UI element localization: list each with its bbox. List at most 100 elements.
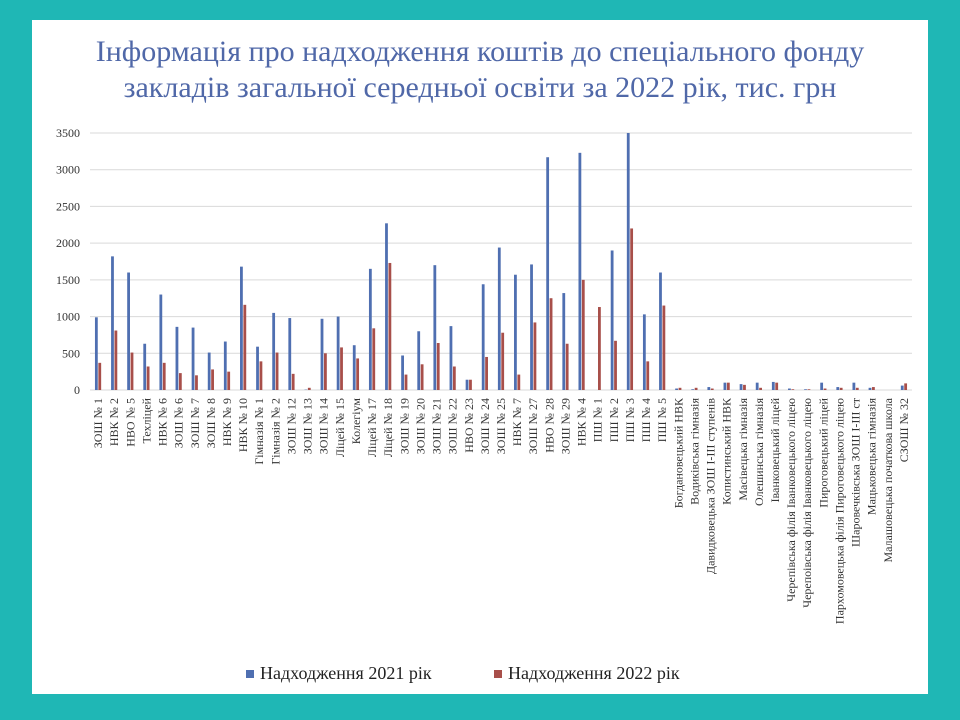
x-category-label: НВК № 10 <box>236 398 250 452</box>
bar-2021 <box>739 384 743 390</box>
bar-2021 <box>626 133 630 390</box>
x-category-label: НВК № 4 <box>575 398 589 446</box>
chart-bars <box>94 133 908 390</box>
bar-2021 <box>433 265 437 390</box>
bar-2022 <box>130 352 134 390</box>
bar-2021 <box>207 352 211 390</box>
x-category-label: ЗОШ № 13 <box>301 398 315 454</box>
x-category-label: ЗОШ № 22 <box>446 398 460 454</box>
bar-2021 <box>771 381 775 390</box>
bar-2022 <box>565 343 569 390</box>
x-category-label: Шаровечківська ЗОШ І-ІІІ ст <box>849 397 863 547</box>
x-category-label: Техліцей <box>139 397 153 443</box>
x-category-label: Пархомовецька філія Пироговецького ліцею <box>832 398 846 624</box>
bar-2021 <box>723 382 727 390</box>
y-axis-tick-labels: 0 500 1000 1500 2000 2500 3000 3500 <box>56 126 80 397</box>
bar-2022 <box>614 340 617 390</box>
bar-2021 <box>159 294 163 390</box>
y-tick-label: 3000 <box>56 163 80 177</box>
legend-label: Надходження 2021 рік <box>260 663 432 683</box>
bar-2021 <box>788 388 791 390</box>
x-category-label: Давидковецька ЗОШ І-ІІІ ступенів <box>704 398 718 574</box>
bar-2021 <box>111 256 114 390</box>
x-category-label: Богдановецький НВК <box>671 397 685 508</box>
bar-2021 <box>820 382 824 390</box>
x-category-label: ПШ № 1 <box>591 398 605 442</box>
x-category-label: Ліцей № 15 <box>333 398 347 457</box>
bar-2021 <box>465 379 469 390</box>
bar-2022 <box>759 387 762 390</box>
x-category-label: ЗОШ № 24 <box>478 398 492 454</box>
bar-2022 <box>775 382 779 390</box>
x-category-label: ЗОШ № 12 <box>284 398 298 454</box>
bar-2021 <box>610 250 614 390</box>
bar-2021 <box>191 327 195 390</box>
bar-2022 <box>146 366 150 390</box>
bar-2021 <box>659 272 662 390</box>
chart-legend: Надходження 2021 рік Надходження 2022 рік <box>246 663 680 683</box>
bar-2021 <box>675 388 678 390</box>
bar-2021 <box>578 152 582 390</box>
bar-2021 <box>530 264 533 390</box>
x-category-label: ЗОШ № 1 <box>91 398 105 448</box>
bar-2021 <box>562 293 566 390</box>
x-category-label: Колегіум <box>349 398 363 445</box>
legend-label: Надходження 2022 рік <box>508 663 680 683</box>
y-tick-label: 1500 <box>56 273 80 287</box>
bar-2021 <box>401 355 404 390</box>
bar-2021 <box>272 312 276 390</box>
bar-2022 <box>501 332 505 390</box>
bar-2022 <box>162 362 166 390</box>
x-category-label: Водиківська гімназія <box>687 398 701 505</box>
x-category-label: ЗОШ № 25 <box>494 398 508 454</box>
bar-2022 <box>791 389 795 390</box>
y-tick-label: 2500 <box>56 199 80 213</box>
x-category-label: Іванковецький ліцей <box>768 397 782 502</box>
bar-2022 <box>904 383 908 390</box>
bar-2021 <box>368 268 372 390</box>
bar-2022 <box>404 374 408 390</box>
x-category-label: ПШ № 4 <box>639 398 653 442</box>
x-category-label: НВК № 2 <box>107 398 121 446</box>
bar-2021 <box>175 326 179 390</box>
x-category-label: НВО № 5 <box>123 398 137 447</box>
legend-swatch <box>494 670 502 678</box>
chart-title-line-2: закладів загальної середньої освіти за 2… <box>123 71 837 104</box>
bar-2022 <box>259 361 263 390</box>
bar-2022 <box>517 374 521 390</box>
bar-2021 <box>223 341 227 390</box>
bar-2021 <box>449 326 453 390</box>
bar-2021 <box>707 387 711 390</box>
bar-2021 <box>127 272 130 390</box>
bar-2021 <box>804 389 807 390</box>
x-category-label: Малашовецька початкова школа <box>881 397 895 562</box>
bar-2021 <box>755 382 759 390</box>
x-category-label: НВО № 23 <box>462 398 476 453</box>
x-category-label: ЗОШ № 20 <box>413 398 427 454</box>
x-category-label: ПШ № 5 <box>655 398 669 442</box>
bar-2022 <box>872 387 875 390</box>
bar-2022 <box>533 322 537 390</box>
bar-2022 <box>227 371 231 390</box>
y-tick-label: 500 <box>62 346 80 360</box>
bar-2022 <box>420 364 424 390</box>
bar-2021 <box>546 157 550 390</box>
bar-2022 <box>839 387 843 390</box>
x-category-label: ЗОШ № 14 <box>317 398 331 454</box>
bar-2021 <box>256 346 259 390</box>
bar-2021 <box>481 284 485 390</box>
bar-2022 <box>324 353 327 390</box>
bar-2022 <box>630 228 634 390</box>
x-category-label: ЗОШ № 29 <box>558 398 572 454</box>
x-category-label: ЗОШ № 19 <box>397 398 411 454</box>
bar-2022 <box>372 328 376 390</box>
x-category-label: ПШ № 3 <box>623 398 637 442</box>
bar-2022 <box>855 387 859 390</box>
bar-2022 <box>485 356 488 390</box>
bar-2022 <box>211 369 214 390</box>
bar-2021 <box>497 247 501 390</box>
x-category-label: Олешинська гімназія <box>752 398 766 507</box>
x-category-label: Гімназія № 1 <box>252 398 266 465</box>
bar-2021 <box>642 314 646 390</box>
chart-gridlines <box>90 132 912 391</box>
